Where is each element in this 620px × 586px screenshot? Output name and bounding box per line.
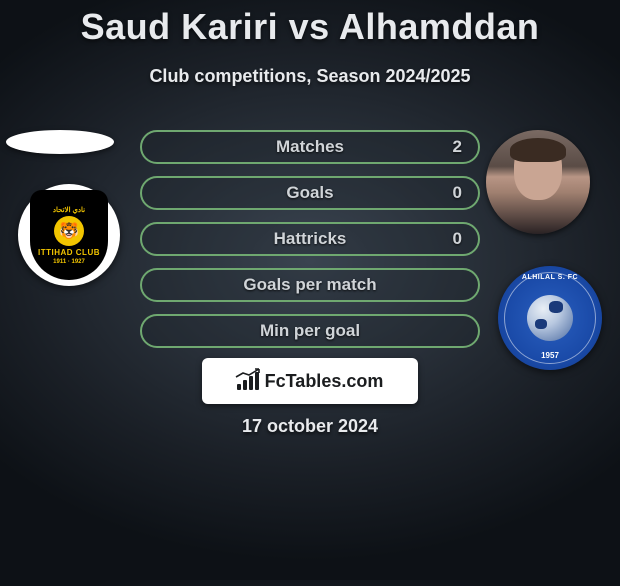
brand-pill[interactable]: FcTables.com bbox=[202, 358, 418, 404]
stat-label: Goals per match bbox=[243, 275, 376, 295]
date-label: 17 october 2024 bbox=[0, 416, 620, 437]
bar-chart-icon bbox=[237, 372, 259, 390]
stat-row-hattricks: Hattricks 0 bbox=[140, 222, 480, 256]
player2-photo bbox=[486, 130, 590, 234]
club2-ball-icon bbox=[527, 295, 573, 341]
player1-photo-placeholder bbox=[6, 130, 114, 154]
club2-ring-text: ALHILAL S. FC bbox=[498, 274, 602, 281]
stat-row-mpg: Min per goal bbox=[140, 314, 480, 348]
stat-row-gpm: Goals per match bbox=[140, 268, 480, 302]
stat-label: Goals bbox=[286, 183, 333, 203]
club1-arabic: نادي الاتحاد bbox=[53, 206, 85, 214]
stat-row-matches: Matches 2 bbox=[140, 130, 480, 164]
club2-badge: ALHILAL S. FC 1957 bbox=[498, 266, 602, 370]
stat-label: Min per goal bbox=[260, 321, 360, 341]
stat-right: 0 bbox=[453, 229, 462, 249]
page-title: Saud Kariri vs Alhamddan bbox=[0, 6, 620, 48]
club1-tiger-icon: 🐯 bbox=[54, 216, 84, 246]
club1-badge: نادي الاتحاد 🐯 ITTIHAD CLUB 1911 · 1927 bbox=[18, 184, 120, 286]
stat-right: 2 bbox=[453, 137, 462, 157]
brand-label: FcTables.com bbox=[265, 371, 384, 392]
club1-shield: نادي الاتحاد 🐯 ITTIHAD CLUB 1911 · 1927 bbox=[30, 190, 108, 280]
stat-label: Hattricks bbox=[274, 229, 347, 249]
club1-years: 1911 · 1927 bbox=[53, 259, 85, 265]
club1-name: ITTIHAD CLUB bbox=[38, 248, 100, 257]
stat-label: Matches bbox=[276, 137, 344, 157]
subtitle: Club competitions, Season 2024/2025 bbox=[0, 66, 620, 87]
stat-right: 0 bbox=[453, 183, 462, 203]
club2-year: 1957 bbox=[498, 351, 602, 360]
stats-list: Matches 2 Goals 0 Hattricks 0 Goals per … bbox=[140, 130, 480, 348]
arrow-icon bbox=[235, 368, 261, 378]
stat-row-goals: Goals 0 bbox=[140, 176, 480, 210]
